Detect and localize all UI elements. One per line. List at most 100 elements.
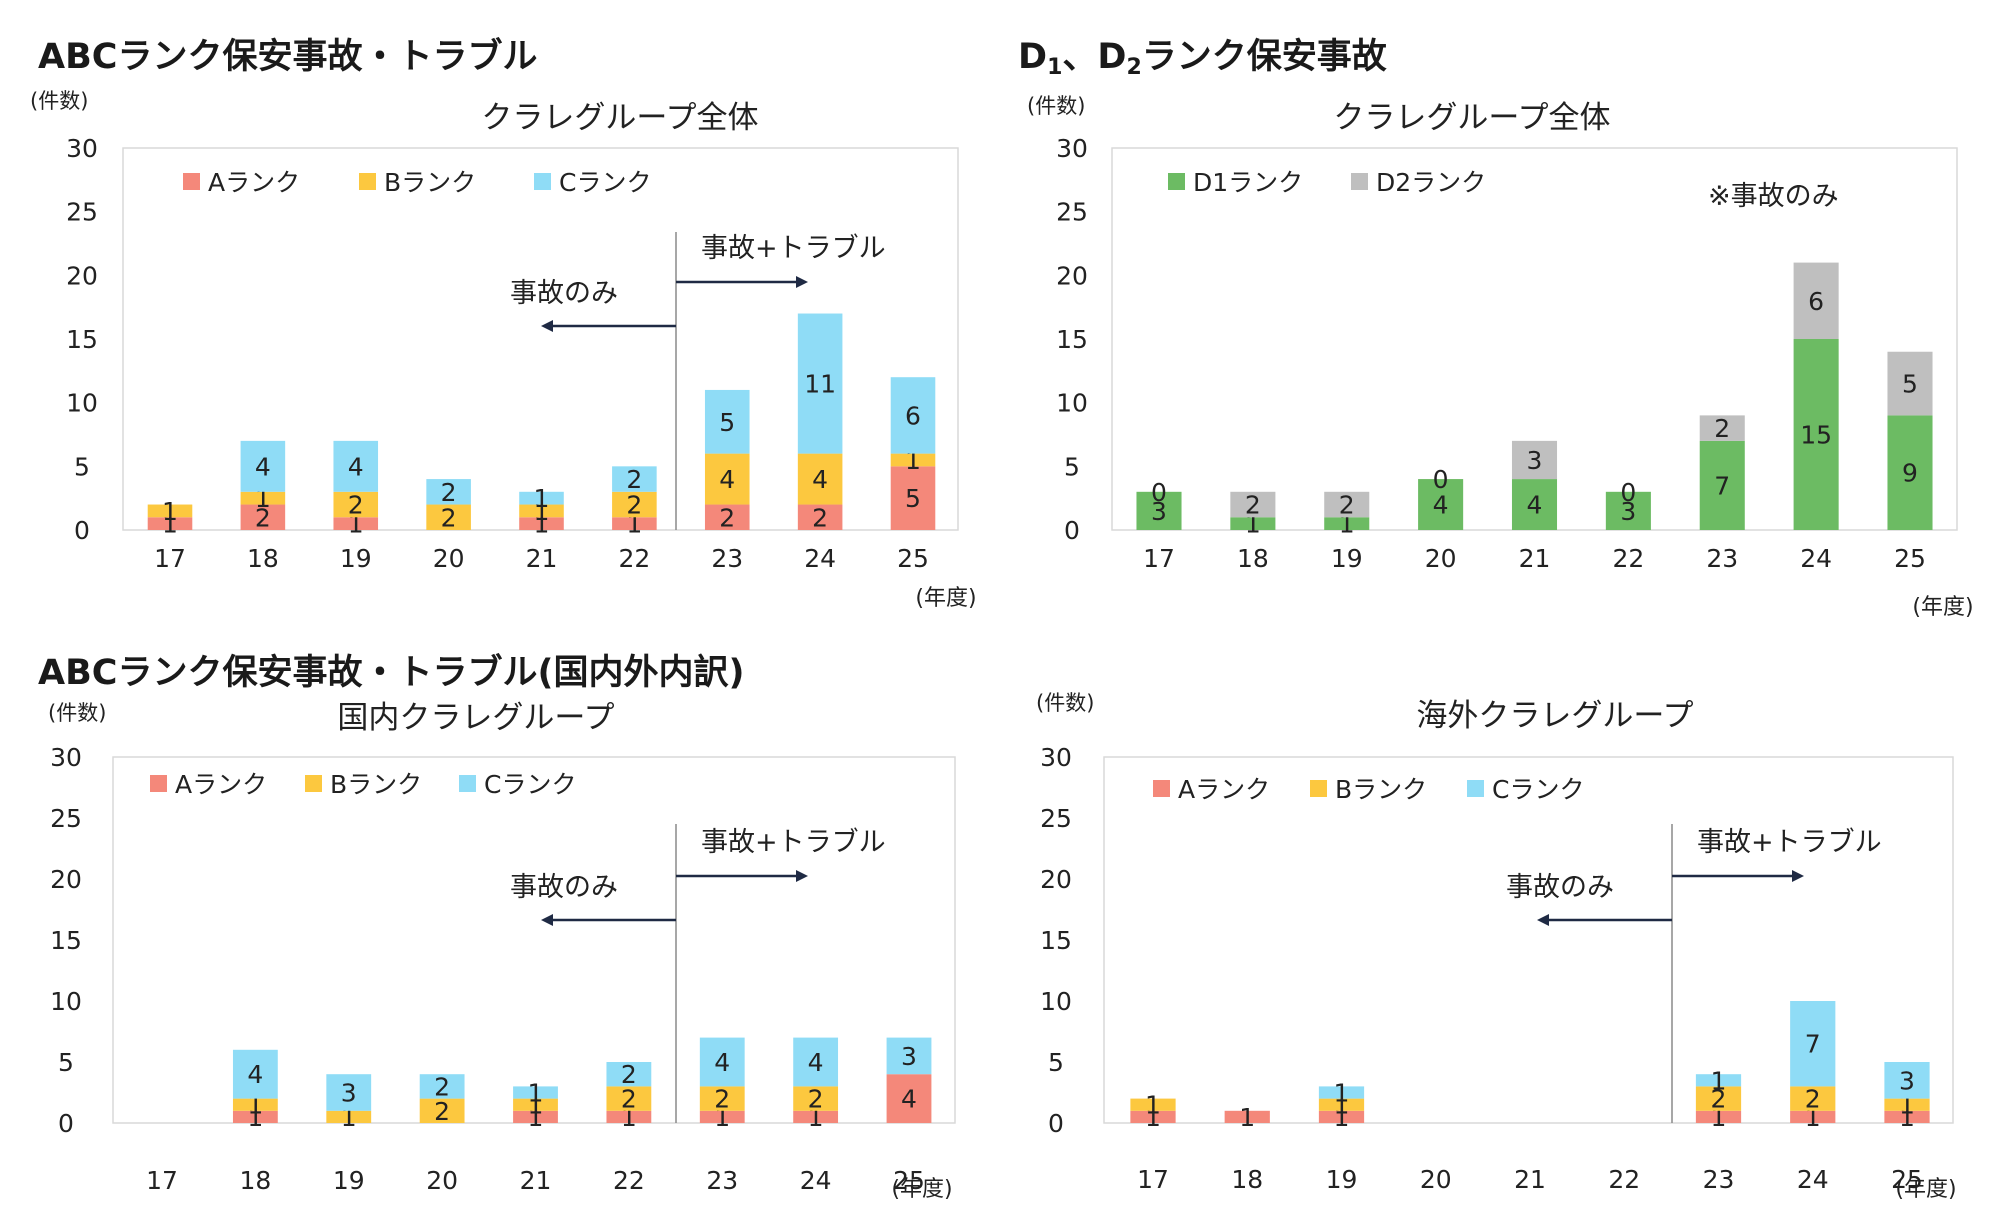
arrow-accident-only-head [541, 320, 553, 332]
x-tick-label: 24 [804, 544, 836, 573]
data-label: 4 [901, 1085, 917, 1114]
bar-segment-c [232, 1049, 278, 1099]
x-tick-label: 23 [1706, 544, 1738, 573]
heading-d-rank: D1、D2ランク保安事故 [1018, 28, 1387, 80]
data-label: 1 [1145, 1091, 1161, 1120]
bar-segment-c [606, 1062, 652, 1087]
y-tick-label: 25 [50, 804, 82, 833]
y-tick-label: 25 [66, 198, 98, 227]
bar-segment-b [232, 1098, 278, 1111]
y-tick-label: 0 [1048, 1109, 1064, 1138]
bar-segment-d1 [1324, 517, 1370, 530]
data-label: 4 [719, 465, 735, 494]
bar-segment-a [147, 517, 193, 530]
x-tick-label: 25 [893, 1166, 925, 1195]
bar-segment-d2 [1511, 440, 1558, 480]
label-accident-trouble: 事故+トラブル [701, 233, 886, 264]
bar-segment-b [519, 504, 564, 518]
bar-segment-b [797, 453, 843, 505]
bar-segment-a [797, 504, 843, 530]
data-label: 1 [162, 497, 178, 526]
x-tick-label: 21 [1514, 1165, 1546, 1194]
legend-label: D2ランク [1376, 168, 1486, 197]
y-tick-label: 0 [74, 516, 90, 545]
heading-d-rank-prefix: D [1018, 37, 1048, 77]
data-label: 2 [1339, 491, 1355, 520]
bar-segment-c [1695, 1074, 1742, 1087]
bar-segment-c [326, 1074, 372, 1111]
arrow-accident-only-head [1537, 914, 1549, 926]
bar-segment-a [333, 517, 379, 530]
data-label: 6 [1808, 287, 1824, 316]
y-tick-label: 5 [1064, 452, 1080, 481]
y-tick-label: 20 [66, 261, 98, 290]
heading-d-rank-mid: 、D [1062, 37, 1127, 77]
bar-segment-a [513, 1110, 558, 1123]
x-axis-unit-label: (年度) [1912, 595, 1973, 620]
label-accident-only: 事故のみ [510, 278, 618, 309]
bar-segment-d2 [1793, 262, 1839, 339]
bar-segment-b [1790, 1086, 1836, 1111]
data-label: 5 [1902, 370, 1918, 399]
bar-segment-b [704, 453, 750, 505]
x-axis-unit-label: (年度) [891, 1177, 952, 1202]
x-tick-label: 17 [1137, 1165, 1169, 1194]
data-label: 4 [808, 1048, 824, 1077]
legend-label: Bランク [330, 770, 422, 799]
bar-segment-b [333, 491, 379, 518]
legend-label: Aランク [1178, 775, 1270, 804]
legend-label: Aランク [175, 770, 267, 799]
x-tick-label: 17 [146, 1166, 178, 1195]
y-tick-label: 5 [74, 452, 90, 481]
data-label: 2 [719, 503, 735, 532]
bar-segment-b [426, 504, 471, 530]
legend-label: Cランク [1492, 775, 1584, 804]
data-label: 4 [1527, 491, 1543, 520]
legend-swatch-b [305, 775, 322, 792]
legend-label: D1ランク [1193, 168, 1303, 197]
data-label: 9 [1902, 459, 1918, 488]
x-tick-label: 24 [800, 1166, 832, 1195]
y-tick-label: 25 [1040, 804, 1072, 833]
data-label: 4 [812, 465, 828, 494]
data-label: 3 [1151, 497, 1167, 526]
data-label: 2 [621, 1085, 637, 1114]
data-label: 3 [1527, 446, 1543, 475]
legend-swatch-c [534, 173, 551, 190]
x-tick-label: 23 [711, 544, 743, 573]
legend-label: Aランク [208, 168, 300, 197]
y-tick-label: 30 [1056, 134, 1088, 163]
legend-swatch-d2 [1351, 173, 1368, 190]
bar-segment-b [513, 1098, 558, 1111]
bar-segment-b [606, 1086, 652, 1111]
y-tick-label: 20 [50, 865, 82, 894]
y-tick-label: 5 [58, 1048, 74, 1077]
data-label: 7 [1805, 1030, 1821, 1059]
bar-segment-d1 [1418, 479, 1464, 530]
x-tick-label: 21 [1519, 544, 1551, 573]
data-label: 0 [1151, 478, 1167, 507]
y-tick-label: 30 [50, 743, 82, 772]
data-label: 2 [441, 478, 457, 507]
bar-segment-d1 [1136, 491, 1182, 530]
x-tick-label: 20 [426, 1166, 458, 1195]
y-tick-label: 0 [1064, 516, 1080, 545]
heading-abc-breakdown: ABCランク保安事故・トラブル(国内外内訳) [38, 653, 745, 693]
data-label: 7 [1714, 471, 1730, 500]
legend-label: Cランク [484, 770, 576, 799]
x-tick-label: 18 [239, 1166, 271, 1195]
chart-title: クラレグループ全体 [1333, 100, 1610, 136]
heading-d-rank-sub1: 1 [1047, 55, 1063, 80]
data-label: 2 [626, 465, 642, 494]
data-label: 3 [1899, 1066, 1915, 1095]
bar-segment-b [240, 491, 286, 505]
bar-segment-c [1790, 1001, 1836, 1087]
arrow-accident-only-head [541, 914, 553, 926]
data-label: 1 [528, 1079, 544, 1108]
legend-swatch-a [183, 173, 200, 190]
x-tick-label: 21 [520, 1166, 552, 1195]
x-tick-label: 21 [526, 544, 558, 573]
bar-segment-a [1130, 1110, 1176, 1123]
x-tick-label: 24 [1800, 544, 1832, 573]
